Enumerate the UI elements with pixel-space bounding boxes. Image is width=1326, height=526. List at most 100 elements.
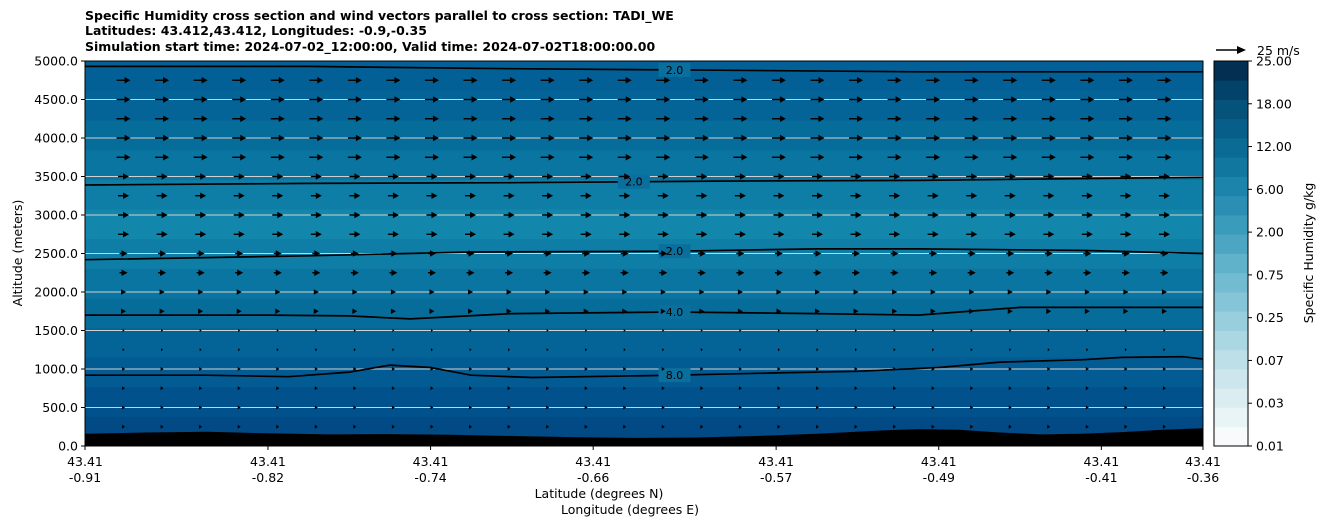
wind-vector-icon	[389, 269, 398, 276]
x-tick-label-lat: 43.41	[575, 454, 611, 469]
humidity-band	[85, 327, 1203, 358]
wind-vector-icon	[1080, 115, 1095, 122]
x-tick-label-lat: 43.41	[921, 454, 957, 469]
x-tick-label-lat: 43.41	[1185, 454, 1221, 469]
wind-vector-icon	[391, 405, 395, 410]
wind-vector-icon	[430, 386, 434, 391]
wind-vector-icon	[659, 250, 668, 257]
wind-vector-icon	[507, 424, 511, 429]
wind-vector-icon	[272, 211, 284, 219]
wind-vector-icon	[889, 173, 901, 180]
wind-vector-icon	[466, 269, 475, 276]
wind-vector-icon	[503, 231, 515, 238]
wind-vector-icon	[391, 367, 395, 371]
wind-vector-icon	[270, 96, 285, 103]
wind-vector-icon	[622, 308, 628, 315]
wind-vector-icon	[199, 367, 203, 371]
wind-vector-icon	[542, 211, 554, 219]
wind-vector-icon	[542, 173, 554, 180]
wind-vector-icon	[465, 192, 477, 199]
wind-vector-icon	[579, 115, 594, 122]
wind-vector-icon	[349, 173, 361, 180]
wind-vector-icon	[661, 424, 665, 429]
colorbar-segment	[1214, 80, 1248, 100]
wind-vector-icon	[469, 386, 473, 391]
wind-vector-icon	[1163, 348, 1166, 352]
wind-vector-icon	[232, 77, 247, 84]
wind-vector-icon	[1085, 405, 1089, 410]
wind-vector-icon	[580, 173, 592, 180]
wind-vector-icon	[1047, 424, 1051, 429]
wind-vector-icon	[582, 250, 591, 257]
wind-vector-icon	[893, 386, 897, 391]
wind-vector-icon	[195, 231, 207, 238]
wind-vector-icon	[1008, 386, 1012, 391]
colorbar-segment	[1214, 138, 1248, 158]
wind-vector-icon	[849, 115, 864, 122]
wind-vector-icon	[967, 250, 976, 257]
wind-vector-icon	[1046, 289, 1052, 295]
wind-vector-icon	[426, 173, 438, 180]
wind-vector-icon	[543, 250, 552, 257]
wind-vector-icon	[155, 115, 170, 122]
wind-vector-icon	[816, 348, 819, 352]
wind-vector-icon	[391, 424, 395, 429]
wind-vector-icon	[238, 348, 241, 352]
wind-vector-icon	[309, 96, 324, 103]
wind-vector-icon	[199, 405, 203, 410]
quiver-key: 25 m/s	[1216, 43, 1300, 58]
wind-vector-icon	[469, 328, 472, 333]
wind-vector-icon	[508, 348, 511, 352]
wind-vector-icon	[970, 348, 973, 352]
wind-vector-icon	[118, 192, 130, 199]
wind-vector-icon	[929, 250, 938, 257]
x-tick-label-lon: -0.91	[69, 470, 101, 485]
wind-vector-icon	[155, 154, 170, 161]
wind-vector-icon	[546, 386, 550, 391]
wind-vector-icon	[734, 211, 746, 219]
wind-vector-icon	[734, 173, 746, 180]
wind-vector-icon	[387, 231, 399, 238]
wind-vector-icon	[1043, 211, 1055, 219]
wind-vector-icon	[932, 348, 935, 352]
wind-vector-icon	[931, 367, 935, 371]
colorbar-segment	[1214, 195, 1248, 216]
wind-vector-icon	[1084, 289, 1090, 295]
wind-vector-icon	[699, 289, 705, 295]
wind-vector-icon	[964, 134, 979, 142]
wind-vector-icon	[122, 367, 126, 371]
wind-vector-icon	[1009, 348, 1012, 352]
wind-vector-icon	[1046, 308, 1052, 315]
wind-vector-icon	[502, 115, 517, 122]
wind-vector-icon	[1118, 96, 1133, 103]
x-tick-label-lat: 43.41	[1083, 454, 1119, 469]
x-tick-label-lon: -0.57	[760, 470, 792, 485]
wind-vector-icon	[387, 173, 399, 180]
plot-area: 2.0 2.0 2.0 4.0 8.0	[85, 61, 1203, 446]
wind-vector-icon	[969, 308, 975, 315]
quiver-key-arrowhead-icon	[1237, 46, 1246, 54]
wind-vector-icon	[926, 77, 941, 84]
y-tick-label: 3500.0	[34, 169, 78, 184]
y-tick-label: 0.0	[58, 439, 78, 454]
wind-vector-icon	[583, 289, 589, 295]
wind-vector-icon	[697, 250, 706, 257]
wind-vector-icon	[427, 269, 436, 276]
wind-vector-icon	[622, 289, 628, 295]
wind-vector-icon	[387, 211, 399, 219]
wind-vector-icon	[1041, 154, 1056, 161]
wind-vector-icon	[771, 96, 786, 103]
wind-vector-icon	[1009, 328, 1012, 333]
wind-vector-icon	[160, 367, 164, 371]
wind-vector-icon	[465, 173, 477, 180]
wind-vector-icon	[386, 134, 401, 142]
wind-vector-icon	[1004, 211, 1016, 219]
wind-vector-icon	[815, 367, 819, 371]
wind-vector-icon	[312, 250, 321, 257]
wind-vector-icon	[694, 96, 709, 103]
wind-vector-icon	[777, 367, 781, 371]
wind-vector-icon	[887, 77, 902, 84]
wind-vector-icon	[193, 77, 208, 84]
wind-vector-icon	[657, 231, 669, 238]
colorbar-segment	[1214, 176, 1248, 197]
